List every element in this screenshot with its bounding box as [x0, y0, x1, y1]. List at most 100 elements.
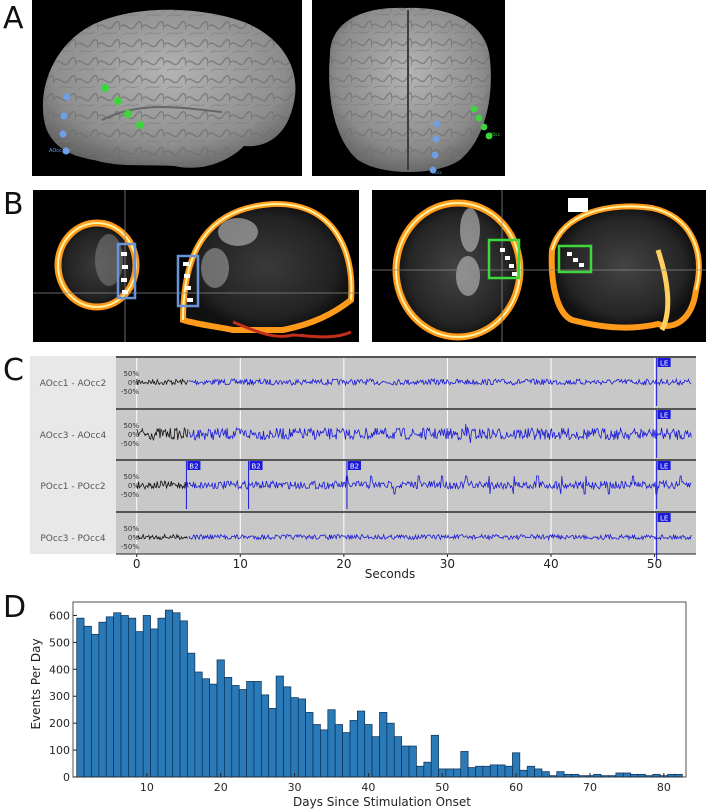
electrode-label-aocc: AOcc [49, 148, 62, 154]
histogram-bar [379, 712, 388, 778]
event-marker-label: B2 [350, 463, 359, 471]
x-tick-label: 40 [361, 781, 375, 794]
histogram-bar [467, 767, 476, 778]
green-roi-box-sagittal [557, 244, 593, 274]
event-marker-label: LE [660, 515, 668, 523]
green-roi-box [487, 238, 521, 280]
event-marker-label: LE [660, 463, 668, 471]
histogram-bar [534, 768, 543, 778]
y-tick-label: 400 [49, 663, 70, 676]
scale-label: -50% [121, 440, 139, 448]
electrode-label-pocc: POcc [490, 132, 500, 137]
histogram-bar [120, 615, 129, 778]
eeg-x-tick-label: 20 [336, 557, 351, 571]
channel-label: POcc1 - POcc2 [40, 482, 105, 492]
histogram-bar [430, 734, 439, 778]
event-marker-label: B2 [251, 463, 260, 471]
event-marker-label: B2 [189, 463, 198, 471]
histogram-bar [187, 652, 196, 778]
histogram-bar [401, 745, 410, 778]
scale-label: 0% [128, 379, 139, 387]
histogram-bar [637, 773, 646, 778]
event-marker-tag [657, 410, 671, 419]
histogram-bar [622, 772, 631, 778]
channel-label: AOcc1 - AOcc2 [40, 379, 106, 389]
histogram-bar [297, 698, 307, 778]
panel-label-a: A [3, 1, 24, 36]
scale-label: 50% [123, 473, 139, 481]
histogram-bar [305, 712, 314, 778]
histogram-bar [342, 732, 351, 778]
scale-label: 0% [128, 482, 139, 490]
histogram-bar [231, 685, 240, 778]
y-tick-label: 300 [49, 690, 70, 703]
histogram-bar [475, 765, 484, 778]
eeg-trace-baseline [136, 377, 189, 386]
histogram-bar [268, 707, 277, 778]
histogram-bar [76, 617, 85, 778]
x-tick-label: 60 [509, 781, 523, 794]
histogram-bar [356, 710, 366, 778]
histogram-bar [246, 681, 255, 778]
ct-scan-right [372, 190, 706, 342]
channel-label-column [30, 356, 116, 554]
panel-label-d: D [3, 590, 27, 625]
histogram-bar [91, 633, 100, 778]
histogram-bar [489, 764, 499, 778]
scale-label: 50% [123, 525, 139, 533]
histogram-bar [320, 729, 329, 778]
channel-separator [116, 356, 696, 358]
event-marker-label: LE [660, 412, 668, 420]
histogram-bar [283, 686, 292, 778]
histogram-bar [571, 773, 580, 778]
green-electrode-contacts [470, 105, 493, 140]
histogram-bar [290, 697, 299, 778]
electrode-label-aocc-posterior: AOcc [432, 170, 442, 175]
histogram-bar [238, 689, 247, 778]
y-tick-label: 100 [49, 744, 70, 757]
histogram-bar [630, 773, 639, 778]
histogram-bar [445, 768, 454, 778]
histogram-bar [364, 724, 373, 778]
event-marker-tag [187, 461, 201, 470]
blue-roi-box [116, 242, 137, 300]
histogram-bar [556, 771, 565, 778]
blue-electrode-contacts [59, 93, 71, 155]
events-histogram: 0 100 200 300 400 500 600 10 20 30 40 50 60 70 80 Even… [29, 601, 687, 809]
x-tick-label: 20 [214, 781, 228, 794]
histogram-bar [541, 771, 550, 778]
histogram-bar [504, 765, 513, 778]
histogram-bar [519, 769, 528, 778]
y-axis-label: Events Per Day [29, 638, 43, 729]
histogram-bar [652, 773, 661, 778]
histogram-bar [260, 694, 270, 778]
histogram-bar [497, 764, 506, 778]
y-tick-label: 0 [63, 771, 70, 784]
histogram-bar [416, 765, 425, 778]
histogram-bar [526, 765, 535, 778]
brain-posterior-view: AOcc POcc [312, 0, 505, 176]
plot-frame [72, 601, 687, 778]
histogram-bar [371, 736, 380, 778]
histogram-bar [460, 751, 469, 778]
eeg-trace-stimulation [188, 533, 692, 542]
event-marker-tag [249, 461, 263, 470]
eeg-x-tick-label: 0 [133, 557, 141, 571]
event-marker-tag [657, 358, 671, 367]
histogram-bar [150, 628, 159, 778]
eeg-trace-baseline [136, 533, 189, 541]
x-tick-label: 50 [435, 781, 449, 794]
event-marker-tag [657, 461, 671, 470]
histogram-bar [312, 724, 321, 778]
histogram-bar [172, 612, 181, 778]
panel-label-c: C [3, 353, 24, 388]
eeg-trace-baseline [136, 426, 189, 441]
scale-label: -50% [121, 543, 139, 551]
eeg-x-tick-label: 30 [440, 557, 455, 571]
scale-label: 50% [123, 370, 139, 378]
scale-label: 0% [128, 534, 139, 542]
eeg-x-axis-label: Seconds [365, 567, 415, 581]
histogram-bar [113, 612, 122, 778]
x-axis-label: Days Since Stimulation Onset [293, 795, 471, 809]
